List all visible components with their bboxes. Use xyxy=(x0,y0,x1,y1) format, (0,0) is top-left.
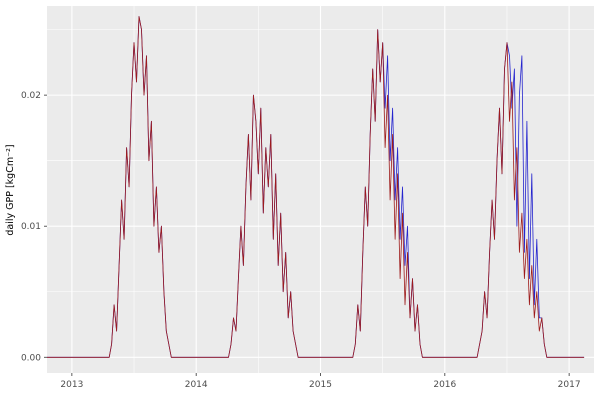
x-tick-label: 2017 xyxy=(558,380,581,390)
x-tick-label: 2015 xyxy=(309,380,332,390)
x-tick-label: 2016 xyxy=(433,380,456,390)
axis-tick-labels: 2013 2014 2015 2016 2017 0.00 0.01 0.02 xyxy=(21,91,581,390)
y-axis-title: daily GPP [kgCm⁻²] xyxy=(5,144,16,235)
y-tick-label: 0.01 xyxy=(21,222,41,232)
axis-tick-marks xyxy=(44,94,570,376)
y-tick-label: 0.00 xyxy=(21,353,41,363)
gridlines-major xyxy=(47,6,594,373)
y-tick-label: 0.02 xyxy=(21,91,41,101)
line-series xyxy=(47,16,585,358)
x-tick-label: 2014 xyxy=(185,380,208,390)
gpp-series-darkred xyxy=(47,16,585,358)
x-tick-label: 2013 xyxy=(60,380,83,390)
